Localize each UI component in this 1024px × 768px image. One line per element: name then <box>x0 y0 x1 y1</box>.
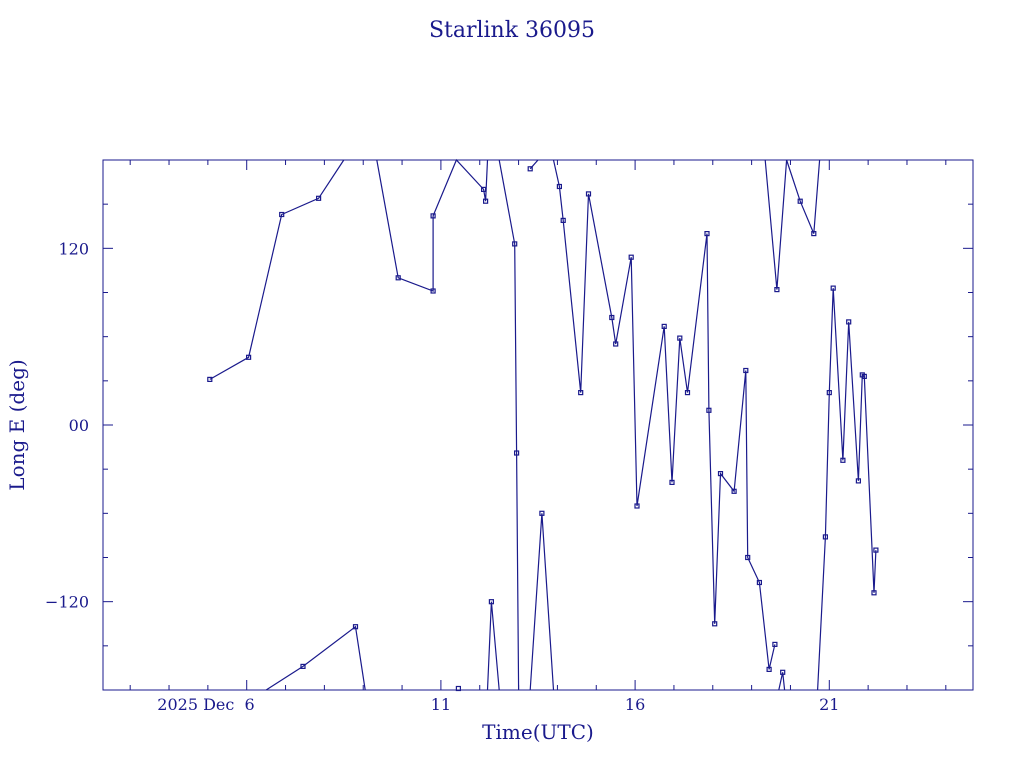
data-point <box>613 341 619 347</box>
data-point <box>871 590 877 596</box>
series-segment <box>764 159 788 293</box>
data-point <box>797 198 803 204</box>
data-point <box>246 354 252 360</box>
data-point <box>772 641 778 648</box>
data-point <box>316 195 322 201</box>
chart-title: Starlink 36095 <box>429 18 595 43</box>
y-tick-label: −120 <box>45 593 89 612</box>
series-segment <box>498 159 520 691</box>
plot-frame <box>102 159 974 691</box>
data-series <box>207 158 879 692</box>
data-point <box>483 198 489 204</box>
data-point <box>745 554 751 561</box>
data-point <box>661 323 667 329</box>
series-line <box>376 158 489 292</box>
data-point <box>743 367 749 374</box>
series-segment <box>529 510 555 691</box>
data-point <box>352 624 359 630</box>
data-point <box>527 166 533 172</box>
x-tick-label: 11 <box>431 695 451 714</box>
data-point <box>556 183 563 190</box>
series-line <box>764 159 788 290</box>
data-point <box>826 390 832 396</box>
series-segment <box>817 285 879 691</box>
series-segment <box>376 158 489 294</box>
x-tick-label: 16 <box>625 695 645 714</box>
data-point <box>578 390 584 396</box>
data-point <box>455 685 461 692</box>
data-point <box>717 471 724 477</box>
data-point <box>684 390 691 396</box>
data-point <box>822 534 829 540</box>
data-point <box>774 287 780 293</box>
data-point <box>560 217 566 223</box>
series-segment <box>455 685 461 692</box>
series-segment <box>552 159 778 673</box>
data-point <box>846 319 852 325</box>
data-point <box>488 599 494 605</box>
y-axis-label: Long E (deg) <box>5 359 29 490</box>
series-segment <box>207 159 345 382</box>
data-point <box>712 621 718 627</box>
data-point <box>634 503 640 509</box>
data-point <box>731 488 737 494</box>
data-point <box>756 579 763 586</box>
tick-labels: 2025 Dec 6 11 16 21 120 00 −120 <box>45 239 839 714</box>
data-point <box>780 669 786 675</box>
data-point <box>861 373 867 379</box>
data-point <box>706 407 712 413</box>
series-segment <box>778 669 786 691</box>
data-point <box>677 335 683 341</box>
x-axis-label: Time(UTC) <box>482 720 594 744</box>
series-segment <box>786 159 821 237</box>
x-tick-label: 21 <box>819 695 839 714</box>
data-point <box>430 213 436 219</box>
data-point <box>430 288 436 294</box>
data-point <box>481 186 487 192</box>
axis-ticks <box>103 160 973 690</box>
series-line <box>529 513 555 691</box>
data-point <box>830 285 836 291</box>
data-point <box>513 450 520 456</box>
series-segment <box>486 599 500 691</box>
series-line <box>498 159 520 691</box>
x-tick-label: 2025 Dec 6 <box>157 695 254 714</box>
data-point <box>279 211 285 218</box>
y-tick-label: 120 <box>58 239 89 258</box>
series-line <box>486 601 500 691</box>
series-line <box>778 672 786 691</box>
data-point <box>766 666 772 673</box>
data-point <box>669 479 675 485</box>
series-line <box>786 159 821 234</box>
data-point <box>704 231 710 237</box>
data-point <box>811 231 817 237</box>
series-line <box>209 159 345 380</box>
series-line <box>265 625 366 691</box>
series-segment <box>527 159 539 172</box>
data-point <box>840 457 846 463</box>
data-point <box>855 478 862 484</box>
series-line <box>552 159 776 670</box>
data-point <box>609 314 615 321</box>
series-line <box>817 288 877 691</box>
data-point <box>300 663 306 670</box>
data-point <box>539 510 545 516</box>
data-point <box>628 254 634 260</box>
series-line <box>529 159 539 170</box>
data-point <box>585 191 592 197</box>
data-point <box>873 547 879 553</box>
y-tick-label: 00 <box>69 416 89 435</box>
data-point <box>207 376 213 382</box>
series-segment <box>265 624 366 691</box>
data-point <box>512 241 518 247</box>
data-point <box>395 275 401 281</box>
